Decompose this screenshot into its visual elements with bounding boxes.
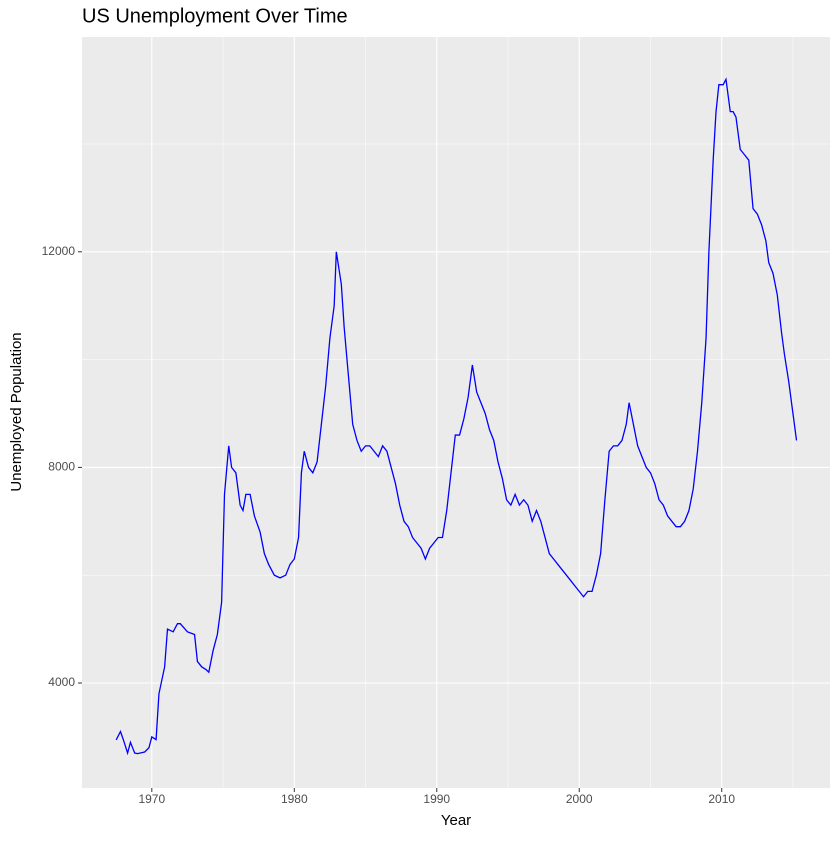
x-tick-label: 1980 bbox=[281, 792, 308, 806]
panel bbox=[82, 37, 830, 788]
x-tick-label: 2000 bbox=[566, 792, 593, 806]
x-tick-label: 1990 bbox=[423, 792, 450, 806]
x-axis-label: Year bbox=[441, 812, 471, 829]
chart-title: US Unemployment Over Time bbox=[82, 5, 348, 27]
x-tick-label: 2010 bbox=[708, 792, 735, 806]
y-axis-label: Unemployed Population bbox=[8, 332, 25, 491]
y-tick-label: 4000 bbox=[48, 675, 75, 689]
line bbox=[115, 77, 798, 756]
x-tick-label: 1970 bbox=[138, 792, 165, 806]
y-tick-label: 12000 bbox=[42, 244, 76, 258]
y-tick-label: 8000 bbox=[48, 460, 75, 474]
